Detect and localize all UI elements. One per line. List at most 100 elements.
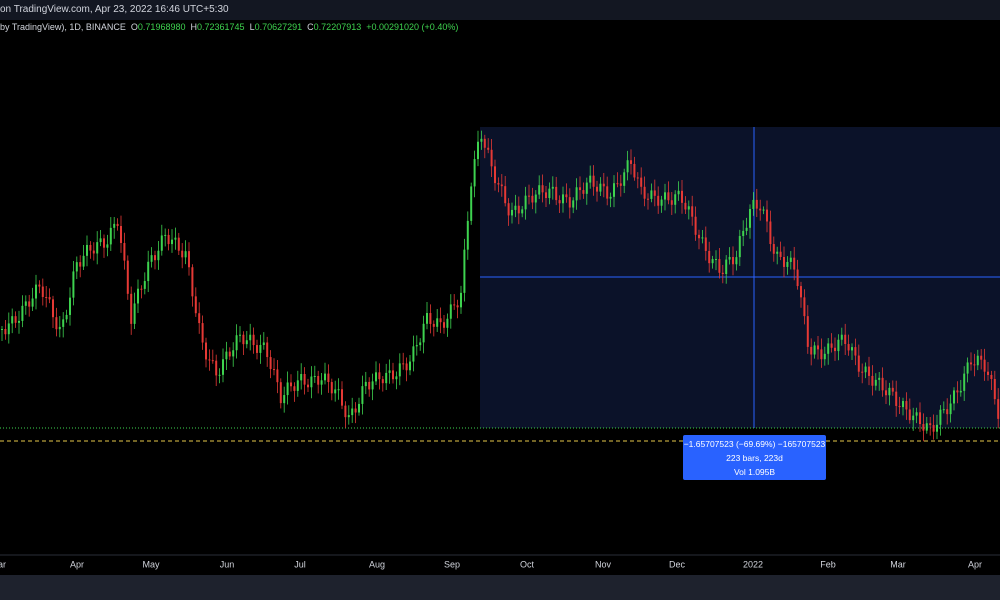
candle-body bbox=[694, 216, 697, 235]
candle-body bbox=[871, 375, 874, 386]
candle-body bbox=[891, 387, 894, 392]
candle-body bbox=[874, 379, 877, 386]
candle-body bbox=[327, 373, 330, 383]
candle-body bbox=[772, 244, 775, 254]
candle-body bbox=[776, 251, 779, 254]
candle-body bbox=[375, 372, 377, 382]
candle-body bbox=[572, 200, 575, 208]
candle-body bbox=[834, 347, 836, 352]
candle-body bbox=[997, 399, 1000, 419]
candle-body bbox=[167, 234, 170, 245]
time-axis: ar Apr May Jun Jul Aug Sep Oct Nov Dec 2022 Feb Mar A… bbox=[0, 559, 982, 569]
candle-body bbox=[337, 389, 340, 391]
candle-body bbox=[657, 195, 660, 206]
candle-body bbox=[412, 346, 415, 362]
candle-body bbox=[660, 199, 663, 206]
candle-body bbox=[725, 259, 728, 274]
candle-body bbox=[432, 323, 435, 327]
candle-body bbox=[1, 329, 3, 330]
candle-body bbox=[715, 259, 717, 261]
candle-body bbox=[800, 286, 802, 298]
candle-body bbox=[181, 250, 184, 258]
candle-body bbox=[868, 366, 870, 376]
time-label: May bbox=[142, 559, 160, 569]
candle-body bbox=[664, 192, 666, 200]
candle-body bbox=[698, 234, 700, 239]
candle-body bbox=[477, 141, 479, 160]
candle-body bbox=[854, 347, 857, 356]
candle-body bbox=[262, 342, 265, 346]
candle-body bbox=[436, 318, 439, 327]
candle-body bbox=[395, 376, 398, 380]
candle-body bbox=[290, 382, 292, 387]
candle-body bbox=[990, 374, 993, 380]
candle-body bbox=[205, 342, 207, 360]
candle-body bbox=[154, 255, 156, 261]
candle-body bbox=[932, 425, 935, 432]
candle-body bbox=[273, 369, 275, 371]
candle-body bbox=[239, 334, 241, 336]
time-label: Nov bbox=[595, 559, 612, 569]
candle-body bbox=[922, 424, 925, 431]
candle-body bbox=[993, 379, 996, 400]
candle-body bbox=[215, 360, 218, 376]
candle-body bbox=[881, 377, 884, 391]
candle-body bbox=[946, 409, 949, 415]
candle-body bbox=[817, 345, 819, 350]
time-label: Sep bbox=[444, 559, 460, 569]
candle-body bbox=[779, 251, 782, 257]
candle-body bbox=[983, 359, 986, 372]
candle-body bbox=[732, 257, 734, 265]
candle-body bbox=[24, 301, 27, 306]
candle-body bbox=[140, 288, 143, 290]
candle-body bbox=[222, 359, 224, 375]
open-label: O bbox=[130, 22, 138, 32]
candle-body bbox=[324, 373, 326, 381]
candle-body bbox=[69, 297, 71, 315]
candle-body bbox=[551, 186, 554, 189]
candle-body bbox=[429, 312, 432, 324]
candle-body bbox=[334, 389, 337, 394]
candle-body bbox=[446, 318, 449, 328]
candle-body bbox=[405, 363, 408, 371]
candles bbox=[1, 130, 1000, 442]
candle-body bbox=[82, 255, 85, 267]
candle-body bbox=[317, 375, 320, 385]
candle-body bbox=[905, 401, 908, 410]
candle-body bbox=[558, 200, 561, 204]
candle-body bbox=[293, 386, 296, 391]
candle-body bbox=[806, 316, 809, 347]
candle-body bbox=[351, 408, 354, 416]
candle-body bbox=[4, 329, 7, 335]
candle-body bbox=[269, 357, 272, 370]
candle-body bbox=[126, 260, 129, 294]
candle-body bbox=[378, 372, 381, 380]
candle-body bbox=[201, 323, 204, 343]
candle-body bbox=[728, 257, 731, 260]
candle-body bbox=[276, 369, 279, 383]
candle-body bbox=[609, 196, 612, 199]
candle-body bbox=[497, 183, 500, 185]
candle-body bbox=[191, 267, 194, 297]
candle-body bbox=[793, 257, 796, 270]
candle-body bbox=[959, 390, 962, 393]
candle-body bbox=[803, 297, 806, 317]
candle-body bbox=[650, 190, 653, 199]
candle-body bbox=[75, 262, 78, 272]
candle-body bbox=[636, 177, 639, 179]
candle-body bbox=[888, 387, 891, 396]
candle-body bbox=[208, 359, 211, 361]
candle-body bbox=[245, 340, 248, 345]
candle-body bbox=[677, 190, 680, 195]
candle-body bbox=[718, 259, 721, 273]
time-label: Jul bbox=[294, 559, 306, 569]
candle-body bbox=[286, 382, 289, 396]
candle-body bbox=[762, 209, 765, 211]
candle-body bbox=[745, 227, 748, 231]
candle-body bbox=[973, 364, 976, 366]
candle-body bbox=[565, 194, 568, 198]
candle-body bbox=[106, 244, 109, 248]
top-bar: on TradingView.com, Apr 23, 2022 16:46 U… bbox=[0, 0, 1000, 20]
candle-body bbox=[398, 363, 401, 377]
candle-body bbox=[847, 344, 850, 351]
